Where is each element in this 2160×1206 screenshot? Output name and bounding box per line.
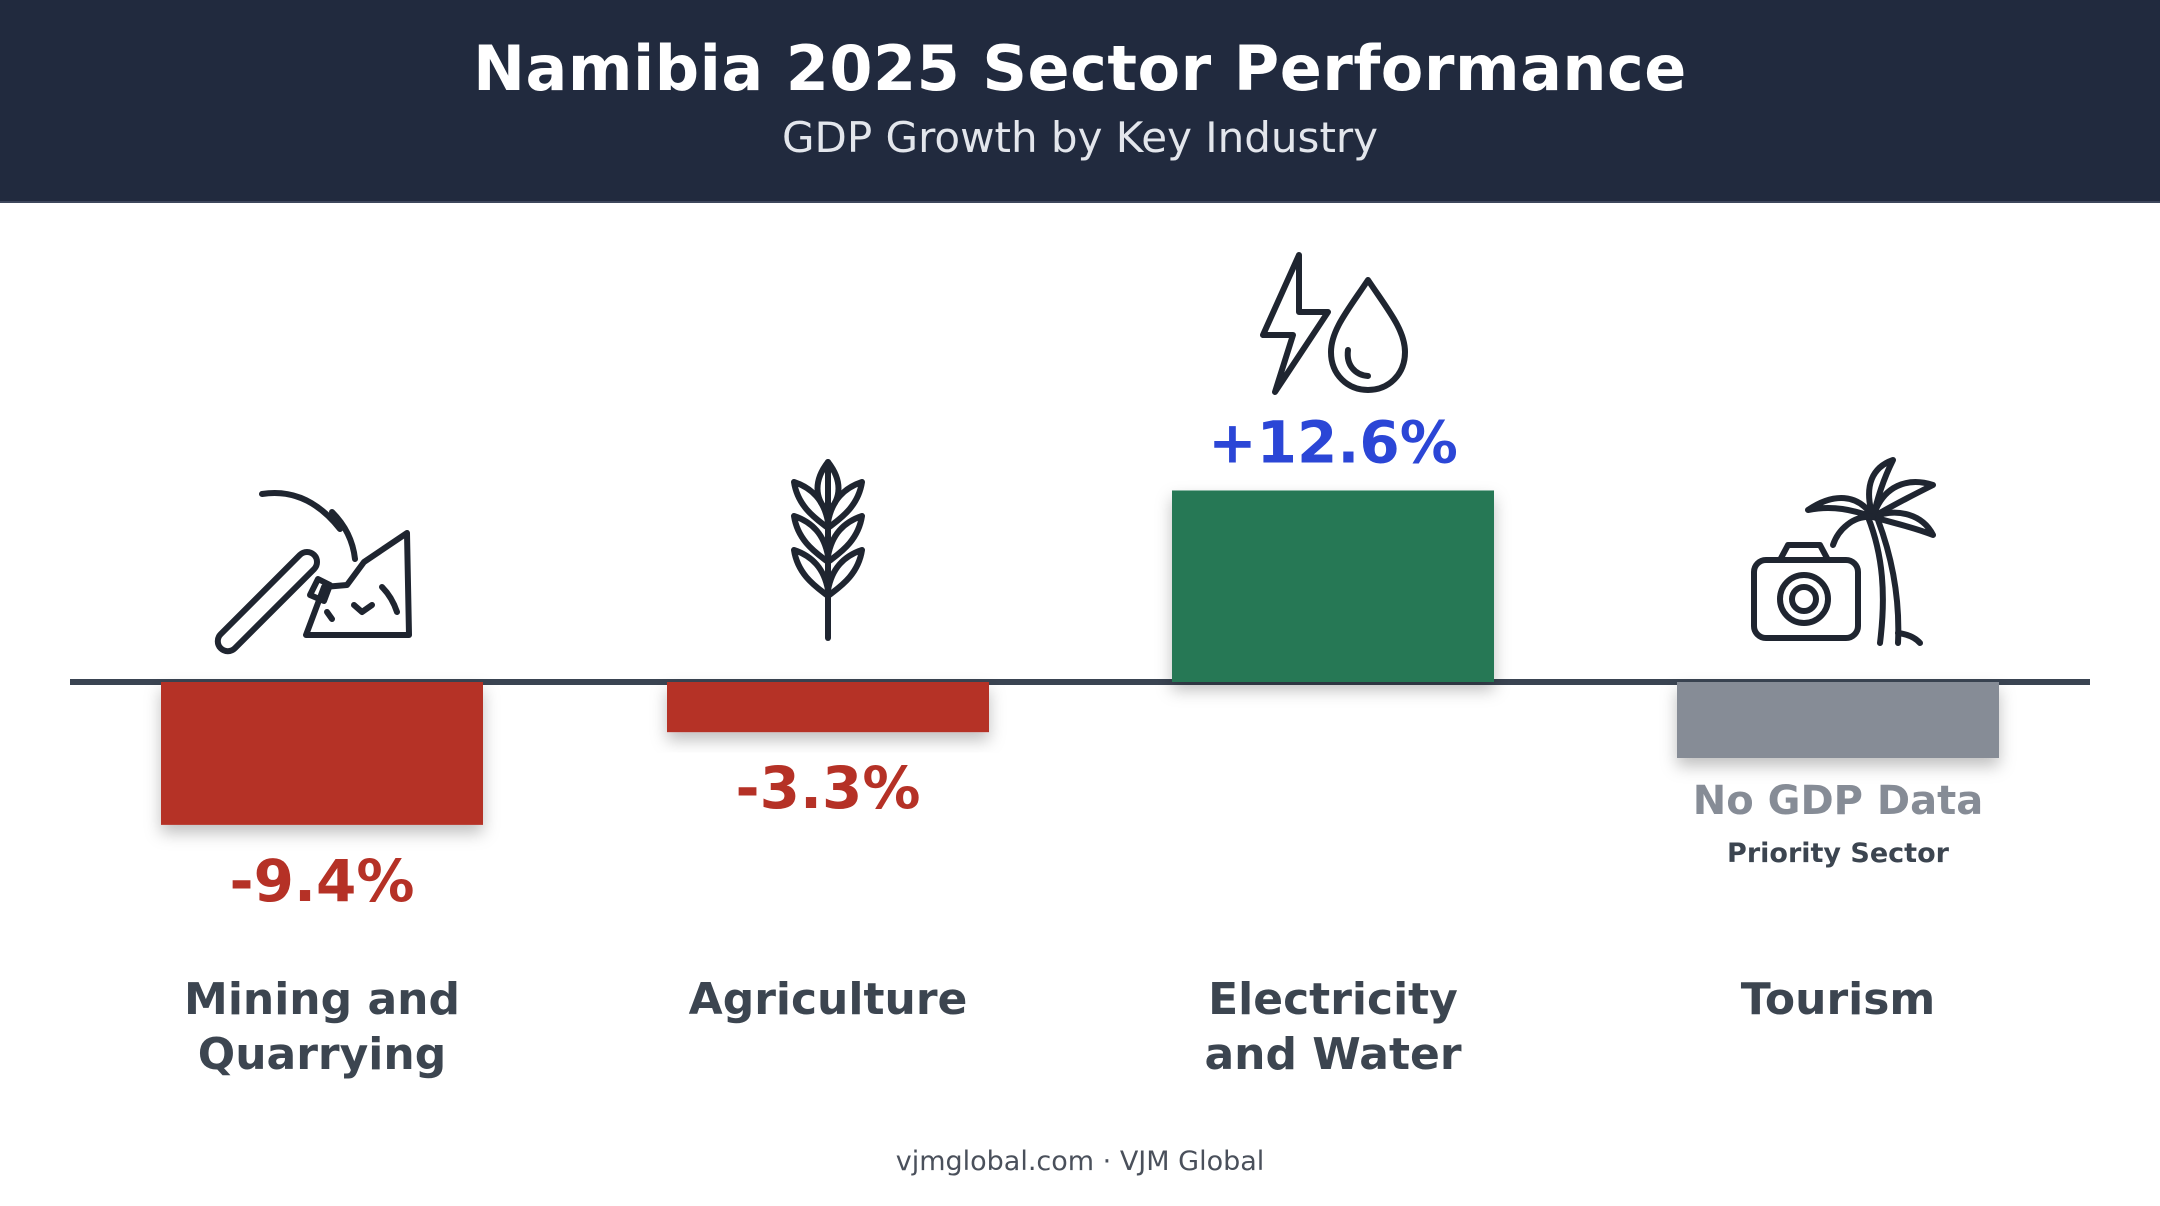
value-label-0: -9.4% <box>230 847 415 915</box>
bar-1 <box>667 682 989 733</box>
camera-icon <box>1751 542 1861 641</box>
bar-3 <box>1677 682 1999 758</box>
bar-0 <box>161 682 483 825</box>
wheat-icon <box>791 459 865 641</box>
pickaxe-rocks-icon <box>214 490 412 655</box>
value-label-2: +12.6% <box>1208 408 1458 476</box>
category-label-0-line-1: Quarrying <box>198 1029 446 1080</box>
category-label-0-line-0: Mining and <box>184 974 460 1025</box>
category-label-2-line-1: and Water <box>1204 1029 1461 1080</box>
note-label-3: Priority Sector <box>1727 838 1950 869</box>
page-subtitle: GDP Growth by Key Industry <box>781 113 1379 162</box>
category-label-3-line-0: Tourism <box>1741 974 1936 1025</box>
category-label-2-line-0: Electricity <box>1208 974 1458 1025</box>
value-label-3: No GDP Data <box>1693 778 1983 824</box>
lightning-water-drop-icon <box>1260 252 1408 395</box>
header-banner: Namibia 2025 Sector Performance GDP Grow… <box>0 0 2160 203</box>
camera-palm-tree-icon <box>1751 457 1936 646</box>
category-label-1-line-0: Agriculture <box>689 974 968 1025</box>
value-label-1: -3.3% <box>736 754 921 822</box>
page-title: Namibia 2025 Sector Performance <box>473 32 1687 105</box>
footer-credit: vjmglobal.com · VJM Global <box>895 1146 1265 1177</box>
bar-2 <box>1172 490 1494 682</box>
